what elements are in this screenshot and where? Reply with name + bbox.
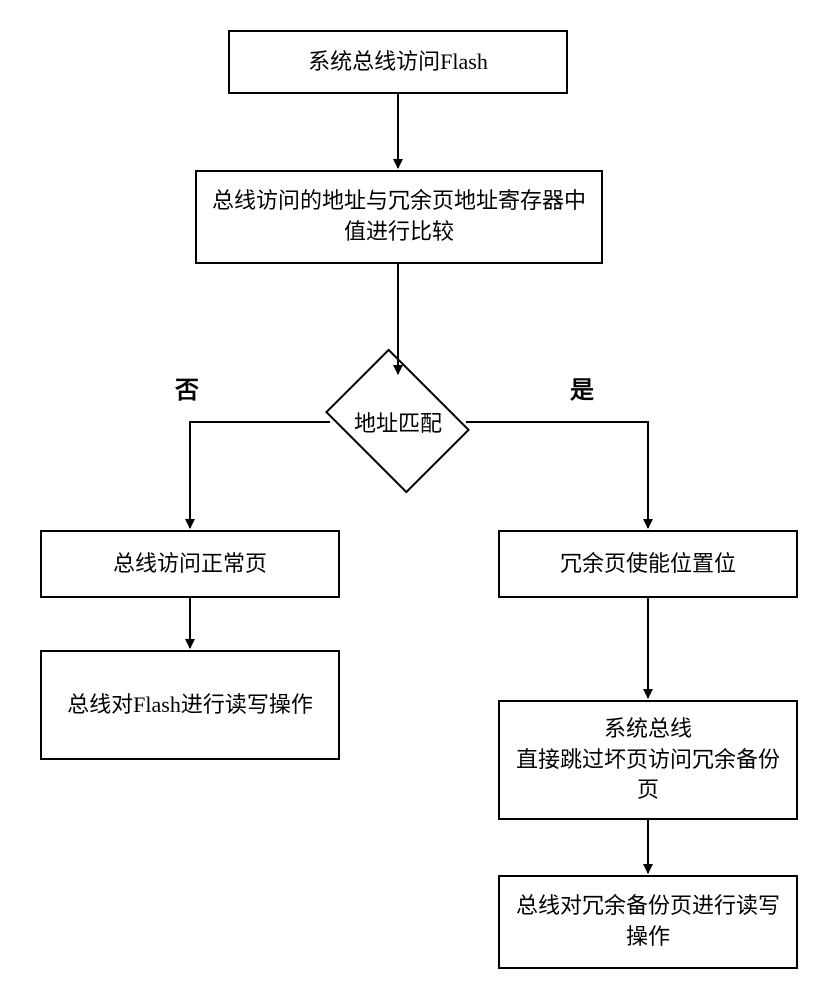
node-compare-text: 总线访问的地址与冗余页地址寄存器中值进行比较: [205, 186, 593, 248]
node-backup-rw-text: 总线对冗余备份页进行读写操作: [508, 891, 788, 953]
label-no: 否: [175, 370, 199, 405]
arrows-layer: [0, 0, 834, 1000]
label-yes: 是: [570, 370, 594, 405]
node-redundant-enable-text: 冗余页使能位置位: [560, 549, 736, 580]
node-start: 系统总线访问Flash: [228, 30, 568, 94]
node-start-text: 系统总线访问Flash: [308, 47, 488, 78]
node-normal-page: 总线访问正常页: [40, 530, 340, 598]
node-normal-page-text: 总线访问正常页: [113, 549, 267, 580]
node-compare: 总线访问的地址与冗余页地址寄存器中值进行比较: [195, 170, 603, 264]
node-redundant-enable: 冗余页使能位置位: [498, 530, 798, 598]
decision-address-match-text: 地址匹配: [318, 379, 478, 465]
node-backup-rw: 总线对冗余备份页进行读写操作: [498, 875, 798, 969]
node-flash-rw: 总线对Flash进行读写操作: [40, 650, 340, 760]
node-skip-bad-page-text: 系统总线 直接跳过坏页访问冗余备份页: [508, 714, 788, 806]
node-flash-rw-text: 总线对Flash进行读写操作: [67, 690, 313, 721]
node-skip-bad-page: 系统总线 直接跳过坏页访问冗余备份页: [498, 700, 798, 820]
